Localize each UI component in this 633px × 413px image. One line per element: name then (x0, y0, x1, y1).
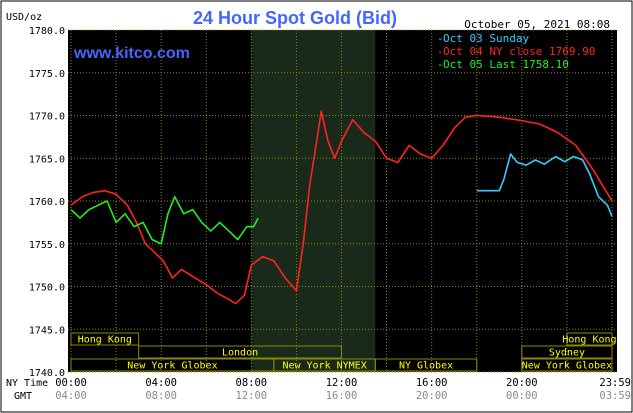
ny-time-label: NY Time (6, 378, 48, 389)
legend-marker-oct05: - (437, 58, 444, 71)
london-nymex-highlight (251, 30, 376, 372)
session-box (521, 345, 613, 359)
legend: Oct 03 Sunday - Oct 04 NY close 1769.90 … (437, 32, 595, 71)
series-line-2 (70, 195, 259, 245)
legend-entry-oct05: Oct 05 Last 1758.10 (443, 58, 569, 71)
ny-tick-label: 12:00 (326, 377, 358, 389)
series-line-1 (70, 110, 613, 305)
session-label: New York Globex (127, 361, 217, 372)
y-tick-label: 1765.0 (29, 154, 65, 165)
y-tick-label: 1760.0 (29, 197, 65, 208)
gmt-tick-label: 16:00 (326, 390, 358, 402)
session-label: NY Globex (399, 361, 453, 372)
session-label: New York NYMEX (282, 361, 366, 372)
y-tick-label: 1740.0 (29, 368, 65, 379)
ny-tick-label: 16:00 (416, 377, 448, 389)
y-tick-label: 1745.0 (29, 325, 65, 336)
session-box (374, 358, 478, 372)
y-tick-label: 1775.0 (29, 69, 65, 80)
gmt-tick-label: 08:00 (145, 390, 177, 402)
gmt-label: GMT (14, 391, 32, 402)
gmt-tick-label: 04:00 (55, 390, 87, 402)
session-label: London (222, 348, 258, 359)
ny-tick-label: 08:00 (236, 377, 268, 389)
y-tick-label: 1755.0 (29, 240, 65, 251)
ny-tick-label: 00:00 (55, 377, 87, 389)
gmt-tick-label: 12:00 (236, 390, 268, 402)
y-tick-label: 1780.0 (29, 26, 65, 37)
legend-marker-oct03: - (437, 32, 444, 45)
series-line-0 (476, 153, 613, 217)
unit-label: USD/oz (6, 12, 42, 23)
gmt-tick-label: 20:00 (416, 390, 448, 402)
y-tick-label: 1750.0 (29, 283, 65, 294)
session-box (521, 358, 613, 372)
legend-marker-oct04: - (437, 45, 444, 58)
watermark: www.kitco.com (73, 45, 190, 62)
chart-title: 24 Hour Spot Gold (Bid) (193, 8, 397, 28)
gmt-tick-label: 00:00 (506, 390, 538, 402)
date-time: October 05, 2021 08:08 (464, 18, 610, 31)
legend-entry-oct04: Oct 04 NY close 1769.90 (443, 45, 595, 58)
session-box (566, 332, 613, 346)
session-box (70, 332, 140, 346)
gmt-tick-label: 03:59 (599, 390, 631, 402)
session-label: Hong Kong (562, 335, 616, 346)
session-label: Hong Kong (78, 335, 132, 346)
legend-entry-oct03: Oct 03 Sunday (443, 32, 529, 45)
session-label: Sydney (549, 348, 585, 359)
ny-tick-label: 04:00 (145, 377, 177, 389)
ny-tick-label: 20:00 (506, 377, 538, 389)
session-label: New York Globex (522, 361, 612, 372)
session-box (138, 345, 342, 359)
y-tick-label: 1770.0 (29, 112, 65, 123)
ny-tick-label: 23:59 (599, 377, 631, 389)
